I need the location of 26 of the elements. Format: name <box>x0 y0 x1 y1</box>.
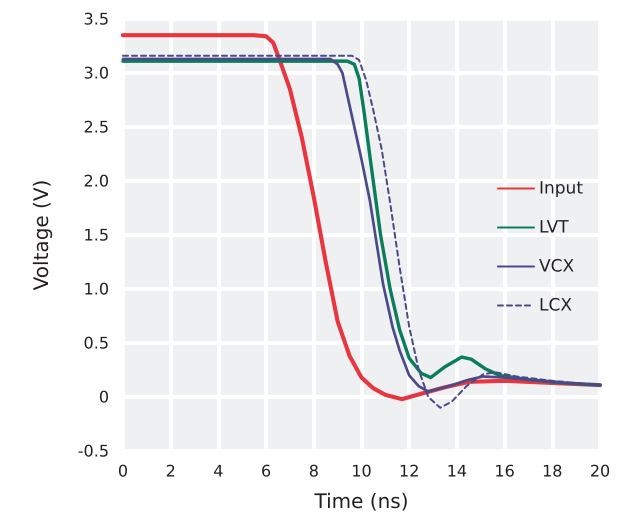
x-tick-label: 18 <box>542 462 562 480</box>
y-tick-label: 1.5 <box>84 226 109 244</box>
x-tick-label: 20 <box>590 462 610 480</box>
x-tick-label: 12 <box>399 462 420 480</box>
x-axis-title: Time (ns) <box>313 489 409 513</box>
x-tick-label: 6 <box>261 462 272 480</box>
y-tick-label: -0.5 <box>78 442 109 460</box>
legend-label: LCX <box>538 296 572 316</box>
y-tick-label: 3.0 <box>84 64 109 82</box>
x-tick-label: 16 <box>494 462 515 480</box>
x-tick-label: 4 <box>213 462 224 480</box>
y-tick-label: 0 <box>98 388 109 406</box>
y-tick-label: 1.0 <box>84 280 109 298</box>
x-tick-label: 0 <box>118 462 128 480</box>
legend-label: LVT <box>538 218 570 238</box>
y-tick-label: 2.5 <box>84 118 109 136</box>
x-tick-label: 8 <box>308 462 319 480</box>
x-tick-label: 2 <box>166 462 176 480</box>
x-tick-label: 14 <box>446 462 468 480</box>
y-axis-title: Voltage (V) <box>29 180 53 290</box>
y-tick-label: 0.5 <box>84 334 109 352</box>
x-tick-label: 10 <box>351 462 372 480</box>
y-tick-label: 3.5 <box>84 10 109 28</box>
legend-label: Input <box>538 178 584 198</box>
y-tick-label: 2.0 <box>84 172 109 190</box>
legend-label: VCX <box>538 256 574 276</box>
